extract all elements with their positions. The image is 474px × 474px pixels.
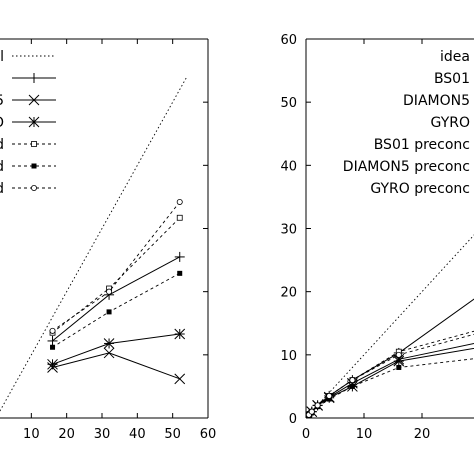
series-line	[52, 333, 180, 365]
legend-entry: idea	[440, 49, 470, 65]
series-5	[49, 214, 183, 336]
legend-entry: d	[0, 181, 56, 197]
y-tick-label: 10	[280, 349, 297, 364]
data-point	[103, 347, 115, 359]
data-point	[106, 288, 113, 295]
legend-entry: DIAMON5 preconc	[343, 159, 470, 175]
data-point	[314, 402, 321, 409]
legend-sample-marker	[31, 163, 37, 169]
series-5	[306, 330, 474, 418]
legend-entry: DIAMON5	[403, 93, 470, 109]
y-tick-label: 30	[280, 223, 297, 238]
data-point	[174, 373, 186, 385]
legend-entry: d	[0, 159, 56, 175]
series-3	[306, 342, 474, 418]
legend-label: d	[0, 137, 4, 153]
legend-entry: O	[0, 115, 56, 131]
y-tick-label: 20	[280, 286, 297, 301]
y-tick-label: 0	[289, 412, 297, 427]
data-point	[174, 328, 186, 340]
legend: idea BS01 DIAMON5 GYRO BS01 preconc DIAMON5 p…	[343, 49, 470, 197]
data-point	[326, 396, 332, 402]
legend-entry: 5	[0, 93, 56, 109]
x-tick-label: 40	[129, 427, 146, 442]
series-2	[47, 251, 185, 346]
data-point	[349, 383, 355, 389]
data-point	[393, 355, 405, 367]
data-point	[47, 358, 58, 370]
x-tick-label: 0	[302, 427, 310, 442]
x-tick-label: 10	[23, 427, 40, 442]
data-point	[106, 309, 112, 315]
legend-sample-marker	[28, 116, 40, 128]
y-tick-label: 50	[280, 96, 297, 111]
series-line	[52, 201, 181, 332]
data-point	[176, 214, 183, 221]
legend-label: d	[0, 159, 4, 175]
legend-label: DIAMON5	[403, 93, 470, 109]
x-tick-label: 20	[414, 427, 431, 442]
legend-entry: d	[0, 137, 56, 153]
legend-entry: GYRO	[431, 115, 470, 131]
legend-entry: BS01	[434, 71, 470, 87]
legend-label: O	[0, 115, 4, 131]
y-tick-label: 40	[280, 159, 297, 174]
series-4	[306, 347, 474, 418]
legend: l5Oddd	[0, 49, 56, 197]
legend-label: BS01 preconc	[374, 137, 470, 153]
data-point	[349, 377, 356, 384]
data-point	[396, 364, 402, 370]
legend-entry: GYRO preconc	[370, 181, 470, 197]
series-6	[306, 358, 474, 418]
series-4	[47, 328, 186, 370]
series-1	[0, 76, 188, 412]
legend-label: d	[0, 181, 4, 197]
plot-area	[306, 234, 474, 418]
data-point	[49, 327, 56, 334]
data-point	[103, 338, 115, 349]
data-point	[50, 344, 56, 350]
legend-entry: BS01 preconc	[374, 137, 470, 153]
data-point	[326, 392, 333, 399]
y-tick-label: 60	[280, 33, 297, 48]
series-3	[47, 347, 186, 385]
series-line	[52, 217, 181, 334]
x-tick-label: 30	[94, 427, 111, 442]
legend-sample-marker	[28, 94, 40, 106]
legend-label: DIAMON5 preconc	[343, 159, 470, 175]
legend-entry	[12, 73, 56, 83]
legend-entry: l	[0, 49, 56, 65]
legend-label: BS01	[434, 71, 470, 87]
data-point	[176, 198, 183, 205]
series-1	[306, 234, 474, 418]
series-line	[308, 342, 474, 416]
series-line	[306, 234, 474, 418]
data-point	[177, 270, 183, 276]
x-tick-label: 20	[58, 427, 75, 442]
x-tick-label: 50	[164, 427, 181, 442]
legend-label: GYRO	[431, 115, 470, 131]
legend-sample-marker	[31, 141, 37, 147]
plot-area	[0, 76, 188, 412]
series-7	[306, 333, 474, 418]
legend-label: 5	[0, 93, 4, 109]
chart-panel-1: 0102030405060l5Oddd	[0, 38, 217, 442]
x-tick-label: 10	[356, 427, 373, 442]
data-point	[308, 408, 315, 415]
x-tick-label: 60	[200, 427, 217, 442]
series-6	[50, 270, 183, 350]
series-line	[308, 358, 474, 416]
legend-sample-marker	[30, 184, 37, 191]
series-line	[0, 76, 188, 412]
legend-label: l	[0, 49, 4, 65]
legend-label: idea	[440, 49, 470, 65]
chart-panel-2: 0102030102030405060ideaBS01DIAMON5GYROBS…	[280, 33, 474, 442]
series-7	[49, 198, 183, 334]
data-point	[395, 351, 402, 358]
legend-label: GYRO preconc	[370, 181, 470, 197]
series-line	[52, 256, 180, 342]
